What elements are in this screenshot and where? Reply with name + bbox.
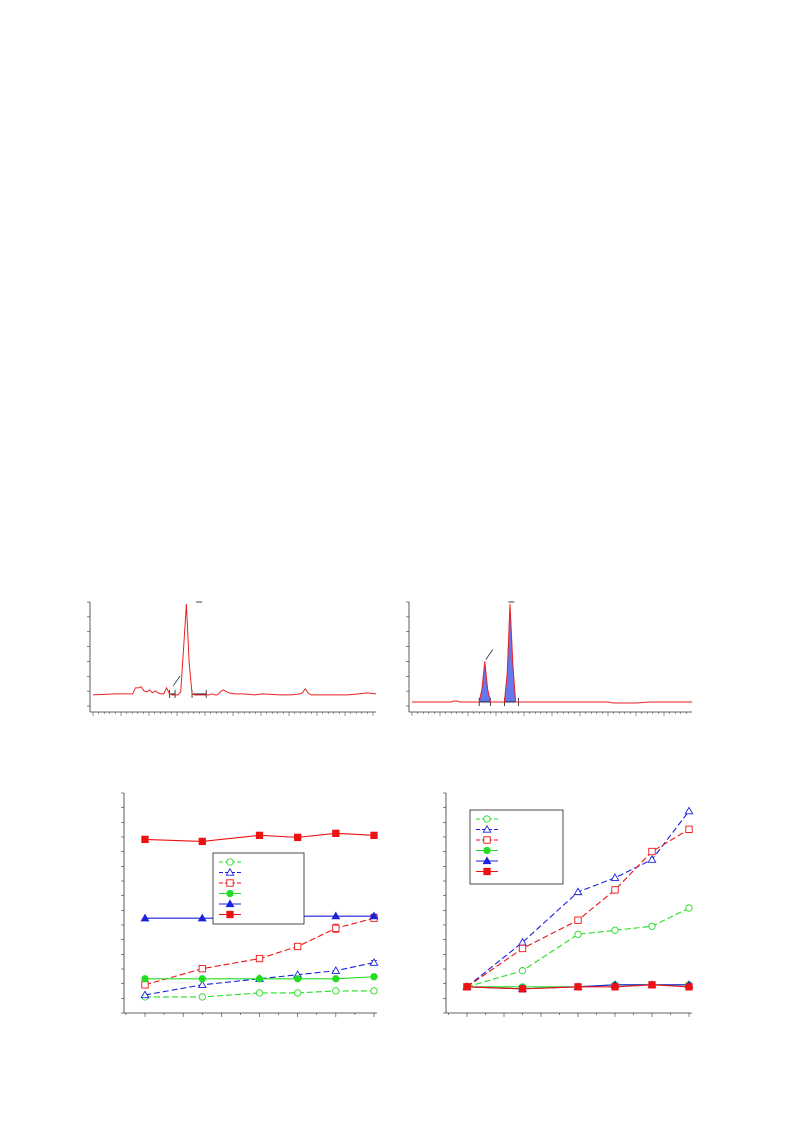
line-chart-left-panel [121,792,379,1017]
data-point-circle [518,967,527,975]
series-line-g-open [145,990,374,998]
data-point-triangle [684,806,694,815]
data-point-circle [332,987,340,995]
peak-label-line [172,675,181,687]
data-point-triangle [647,855,657,863]
data-point-circle [226,889,234,898]
data-point-square [141,981,149,989]
data-point-square [463,983,471,991]
data-point-triangle [482,824,492,833]
data-point-square [198,837,206,846]
data-point-circle [198,993,206,1001]
data-point-circle [294,989,302,997]
data-point-triangle [225,899,235,908]
data-point-square [574,916,582,924]
data-point-square [685,983,693,991]
data-point-square [611,983,619,991]
data-point-triangle [197,913,207,922]
data-point-square [483,836,491,844]
data-point-triangle [197,980,207,988]
data-point-triangle [610,873,620,881]
data-point-circle [332,975,340,983]
data-point-square [294,833,302,842]
data-point-triangle [369,911,379,920]
line-chart-right-panel [443,792,694,1017]
legend [469,809,564,885]
data-point-circle [255,975,264,983]
data-point-triangle [573,887,583,896]
data-point-circle [370,973,378,981]
data-point-triangle [331,966,341,974]
series-line-b-open [466,810,690,988]
data-point-triangle [482,856,492,865]
data-point-triangle [140,913,150,922]
data-point-circle [483,815,491,823]
data-point-square [685,825,693,833]
data-point-square [370,831,378,840]
peak-area [504,603,519,703]
data-point-square [518,985,527,993]
data-point-triangle [369,958,379,966]
data-point-triangle [225,867,235,876]
data-point-circle [141,975,149,983]
series-line-b-open [144,962,375,996]
data-point-circle [294,975,302,983]
data-point-triangle [331,911,341,920]
data-point-square [518,944,527,953]
data-point-square [255,831,264,840]
data-point-square [226,879,234,887]
data-point-square [574,983,582,991]
data-point-square [648,981,656,989]
chromatogram-trace [412,603,692,704]
series-line-g-fill [145,976,375,980]
chromatogram-right-panel [406,601,692,716]
data-point-circle [255,989,264,997]
data-point-circle [483,846,491,855]
series-line-r-fill [466,984,690,990]
data-point-circle [226,858,234,866]
data-point-square [332,829,340,837]
data-point-circle [198,975,206,983]
chromatogram-trace [92,603,377,696]
legend [212,852,305,925]
data-point-square [648,847,656,856]
data-point-circle [370,987,378,995]
data-point-square [483,867,491,876]
series-line-r-open [466,828,690,988]
data-point-square [611,886,619,894]
data-point-circle [574,930,582,938]
data-point-circle [685,904,693,912]
series-line-g-open [466,907,690,988]
data-point-circle [648,922,656,930]
peak-label-line [485,649,494,660]
data-point-square [332,924,340,932]
data-point-circle [611,926,619,934]
chromatogram-left-panel [87,601,377,716]
series-line-r-fill [144,832,375,842]
series-line-r-open [144,917,375,986]
data-point-square [255,954,264,963]
data-point-square [294,942,302,951]
data-point-square [141,835,149,844]
data-point-square [198,965,206,973]
data-point-square [226,910,234,919]
data-point-triangle [140,990,150,999]
